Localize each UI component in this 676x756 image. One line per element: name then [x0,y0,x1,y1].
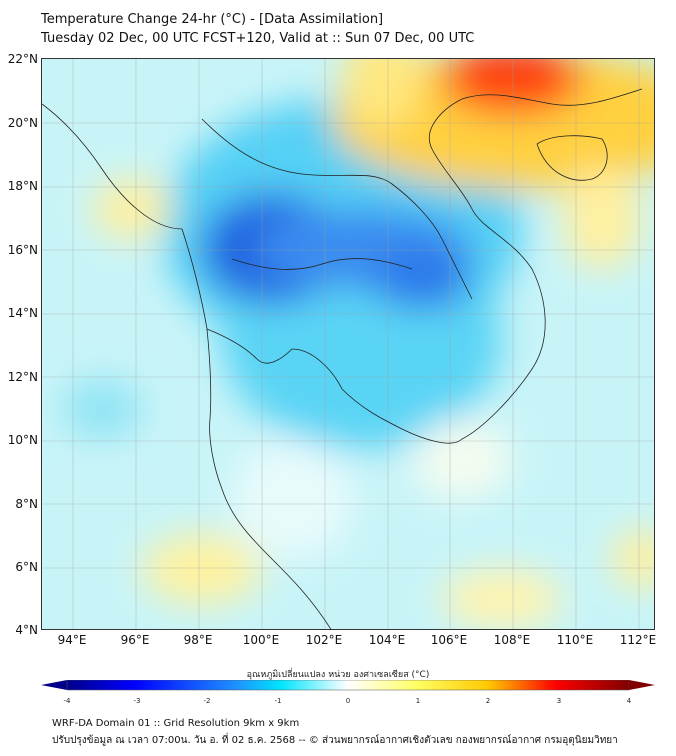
chart-title: Temperature Change 24-hr (°C) - [Data As… [41,12,384,27]
lat-label: 16°N [7,243,38,257]
lat-label: 8°N [15,497,38,511]
colorbar-tick: -2 [203,697,211,705]
chart-subtitle: Tuesday 02 Dec, 00 UTC FCST+120, Valid a… [41,31,475,46]
lon-label: 98°E [183,633,213,647]
lon-label: 110°E [556,633,594,647]
colorbar-tick: 1 [415,697,421,705]
temperature-field [62,59,654,629]
footer-model-info: WRF-DA Domain 01 :: Grid Resolution 9km … [52,718,300,729]
colorbar-tick: 3 [556,697,562,705]
lon-label: 108°E [493,633,531,647]
lon-label: 102°E [305,633,343,647]
colorbar [41,680,655,691]
lon-label: 96°E [120,633,150,647]
lat-label: 10°N [7,433,38,447]
colorbar-tick: 2 [485,697,491,705]
colorbar-title: อุณหภูมิเปลี่ยนแปลง หน่วย องศาเซลเซียส (… [246,670,430,680]
temperature-change-map [41,58,655,630]
lat-label: 14°N [7,306,38,320]
colorbar-max-arrow [629,680,655,690]
colorbar-tick: 4 [626,697,632,705]
colorbar-tick: -3 [133,697,141,705]
lon-label: 104°E [368,633,406,647]
colorbar-tick: -1 [274,697,282,705]
lat-label: 6°N [15,560,38,574]
lon-label: 100°E [242,633,280,647]
graticule [42,59,654,629]
lat-label: 20°N [7,116,38,130]
lat-label: 22°N [7,52,38,66]
lon-label: 106°E [430,633,468,647]
lat-label: 4°N [15,623,38,637]
lon-label: 112°E [619,633,657,647]
lon-label: 94°E [57,633,87,647]
colorbar-tick: 0 [345,697,351,705]
lat-label: 18°N [7,179,38,193]
coastlines-borders [42,88,643,629]
footer-credit: ปรับปรุงข้อมูล ณ เวลา 07:00น. วัน อ. ที่… [52,735,618,746]
lat-label: 12°N [7,370,38,384]
colorbar-min-arrow [41,680,67,690]
colorbar-tick: -4 [63,697,71,705]
